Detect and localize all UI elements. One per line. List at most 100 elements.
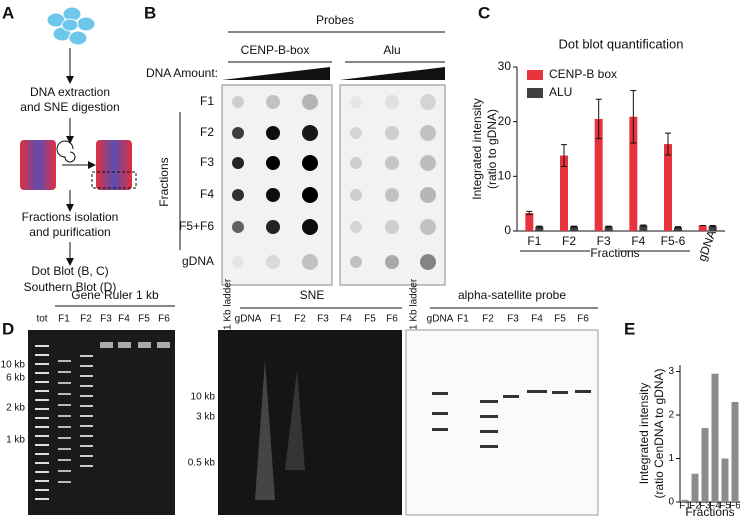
lane-label: F2 bbox=[482, 314, 494, 325]
tubes bbox=[20, 140, 137, 190]
lane-label: F4 bbox=[531, 314, 543, 325]
dot bbox=[302, 155, 318, 171]
gel-band bbox=[35, 453, 49, 455]
dot bbox=[302, 94, 318, 110]
gel-band bbox=[35, 372, 49, 374]
dot bbox=[266, 156, 280, 170]
dot bbox=[420, 94, 436, 110]
row-label: F4 bbox=[200, 187, 214, 201]
bar bbox=[711, 373, 719, 502]
marker-label: 0.5 kb bbox=[188, 458, 216, 469]
gel-band bbox=[100, 342, 113, 348]
gel-band bbox=[35, 417, 49, 419]
gel-band bbox=[432, 412, 448, 415]
row-label: F2 bbox=[200, 125, 214, 139]
bar bbox=[721, 458, 729, 502]
bar bbox=[674, 227, 682, 231]
bar bbox=[691, 473, 699, 502]
output-text: Dot Blot (B, C) bbox=[31, 264, 108, 278]
gel-band bbox=[480, 415, 498, 418]
gel-band bbox=[58, 481, 71, 483]
dot bbox=[420, 187, 436, 203]
gel-band bbox=[480, 430, 498, 433]
gel-title: SNE bbox=[300, 288, 325, 302]
dot bbox=[302, 219, 318, 235]
lane-label: F3 bbox=[507, 314, 519, 325]
step-text: DNA extraction bbox=[30, 85, 110, 99]
gel-band bbox=[503, 395, 519, 398]
lane-label: F6 bbox=[386, 314, 398, 325]
x-tick-label: gDNA bbox=[695, 228, 719, 263]
dot bbox=[420, 254, 436, 270]
gel-band bbox=[35, 480, 49, 482]
dot bbox=[385, 126, 399, 140]
row-label: gDNA bbox=[182, 254, 214, 268]
chart-title: Dot blot quantification bbox=[558, 36, 683, 51]
marker-label: 1 kb bbox=[6, 435, 25, 446]
dot bbox=[385, 156, 399, 170]
gel-band bbox=[80, 415, 93, 417]
gel-band bbox=[480, 445, 498, 448]
lane-label: tot bbox=[36, 314, 47, 325]
lane-label: F3 bbox=[100, 314, 112, 325]
dot bbox=[232, 96, 244, 108]
blot-art bbox=[179, 31, 446, 286]
x-tick-label: F1 bbox=[527, 234, 541, 248]
dot bbox=[266, 220, 280, 234]
x-tick-label: F4 bbox=[709, 501, 721, 512]
dot bbox=[266, 188, 280, 202]
dot bbox=[420, 155, 436, 171]
lane-label: F3 bbox=[317, 314, 329, 325]
marker-label: 10 kb bbox=[1, 360, 26, 371]
rows-title: Fractions bbox=[157, 157, 171, 206]
x-tick-label: F3 bbox=[597, 234, 611, 248]
gel-band bbox=[35, 471, 49, 473]
y-tick-label: 0 bbox=[668, 497, 674, 508]
error-bar bbox=[665, 132, 671, 156]
x-tick-label: F4 bbox=[631, 234, 645, 248]
y-tick-label: 10 bbox=[498, 169, 512, 183]
gel-band bbox=[35, 489, 49, 491]
dot bbox=[350, 127, 362, 139]
gel-band bbox=[35, 462, 49, 464]
bar bbox=[594, 118, 603, 231]
gel-band bbox=[58, 470, 71, 472]
gel-band bbox=[80, 395, 93, 397]
dot bbox=[266, 255, 280, 269]
dot bbox=[350, 96, 362, 108]
panel-label: D bbox=[2, 319, 14, 338]
dot bbox=[350, 256, 362, 268]
gel-band bbox=[58, 415, 71, 417]
gel-band bbox=[35, 354, 49, 356]
x-tick-label: F5 bbox=[719, 501, 731, 512]
lane-label: F1 bbox=[457, 314, 469, 325]
gel-band bbox=[118, 342, 131, 348]
gel-band bbox=[35, 426, 49, 428]
cells bbox=[46, 6, 96, 46]
bar bbox=[664, 144, 672, 231]
gel-band bbox=[138, 342, 151, 348]
x-axis-label: Fractions bbox=[590, 246, 639, 260]
bar bbox=[560, 155, 568, 231]
dot bbox=[266, 95, 280, 109]
gel-band bbox=[58, 360, 71, 362]
gel-band bbox=[80, 445, 93, 447]
gel-band bbox=[58, 459, 71, 461]
y-axis-label: (ratio to gDNA) bbox=[485, 109, 499, 189]
gel-band bbox=[35, 363, 49, 365]
dot bbox=[302, 254, 318, 270]
gel-band bbox=[80, 465, 93, 467]
gel-title: alpha-satellite probe bbox=[458, 288, 566, 302]
gel-band bbox=[432, 428, 448, 431]
error-bar bbox=[630, 90, 637, 144]
bar bbox=[708, 226, 717, 231]
y-axis-label: (ratio CenDNA to gDNA) bbox=[652, 368, 666, 498]
gel-band bbox=[527, 390, 547, 393]
panel-a-art bbox=[56, 48, 96, 266]
ladder-label: 1 Kb ladder bbox=[223, 278, 234, 330]
gel-band bbox=[575, 390, 591, 393]
gel-title: Gene Ruler 1 kb bbox=[71, 288, 159, 302]
marker-label: 10 kb bbox=[191, 392, 216, 403]
gel-band bbox=[80, 405, 93, 407]
step-text: and SNE digestion bbox=[20, 100, 119, 114]
